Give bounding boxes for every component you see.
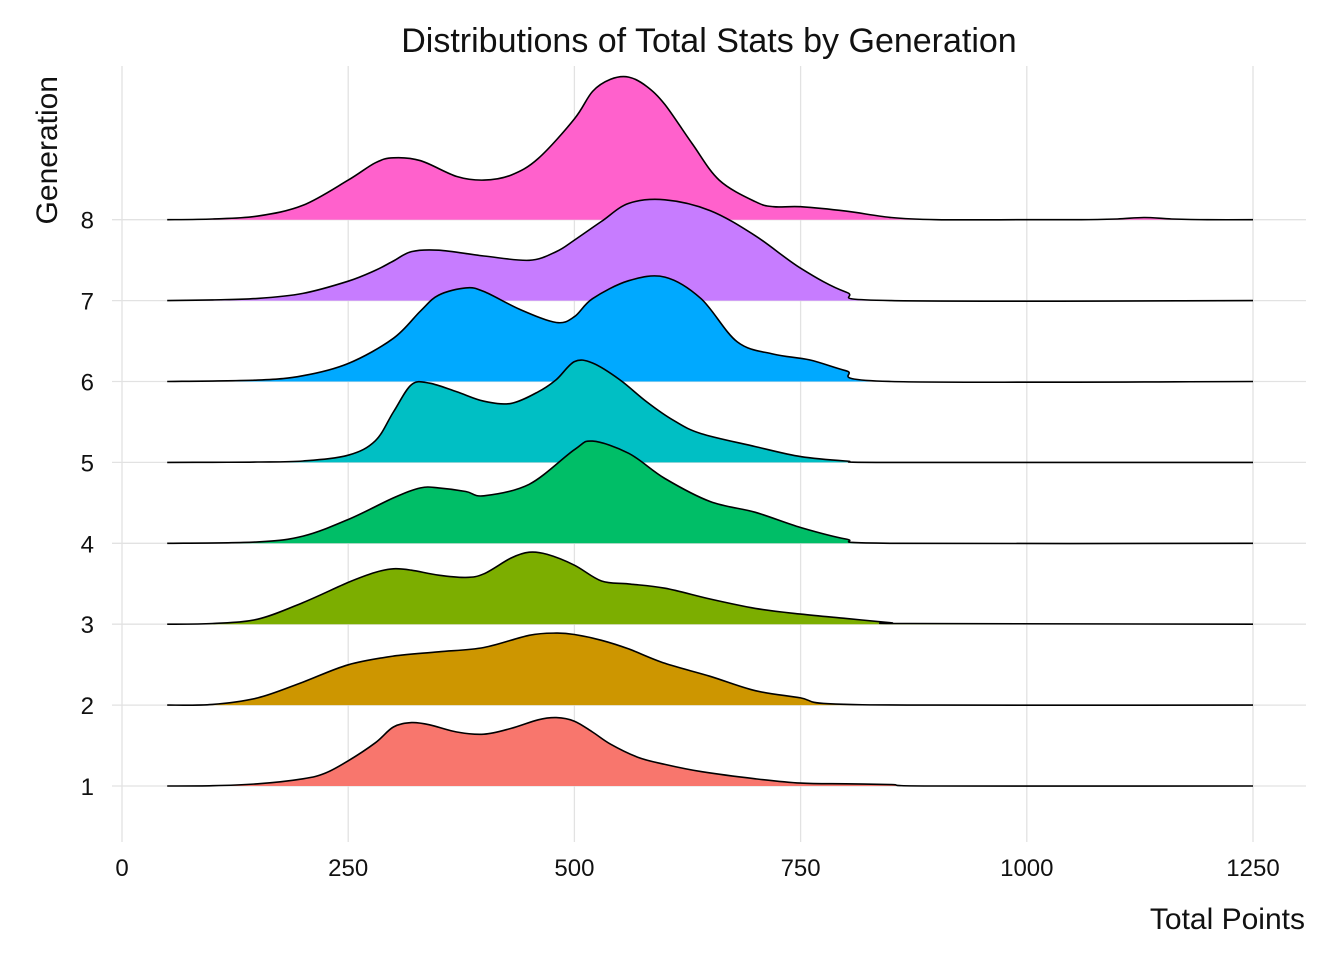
ridge-outline: [167, 359, 1254, 464]
x-tick-label: 0: [115, 855, 128, 882]
y-axis-title: Generation: [31, 76, 64, 224]
y-tick-label: 7: [81, 289, 94, 316]
y-tick-label: 2: [81, 693, 94, 720]
x-axis-title: Total Points: [1150, 903, 1305, 936]
ridge-generation-1: [167, 716, 1254, 787]
y-axis-ticks: 1 2 3 4 5 6 7 8: [81, 208, 94, 801]
y-tick-label: 4: [81, 531, 94, 558]
x-tick-label: 500: [554, 855, 594, 882]
ridge-generation-6: [167, 275, 1254, 384]
ridge-outline: [167, 716, 1254, 787]
x-tick-label: 1000: [1000, 855, 1053, 882]
ridge-generation-5: [167, 359, 1254, 464]
ridge-generation-3: [167, 551, 1254, 625]
ridge-outline: [167, 632, 1254, 706]
ridge-outline: [167, 551, 1254, 625]
ridge-fill: [167, 551, 1254, 625]
ridge-generation-4: [167, 440, 1254, 545]
ridge-generation-2: [167, 632, 1254, 706]
y-tick-label: 5: [81, 450, 94, 477]
y-tick-label: 3: [81, 612, 94, 639]
x-axis-ticks: 0 250 500 750 1000 1250: [115, 855, 1279, 882]
ridge-outline: [167, 440, 1254, 545]
ridge-generation-8: [167, 75, 1254, 221]
ridge-generation-7: [167, 198, 1254, 303]
chart-title: Distributions of Total Stats by Generati…: [401, 22, 1016, 60]
y-tick-label: 1: [81, 774, 94, 801]
ridge-fill: [167, 717, 1254, 787]
ridge-outline: [167, 275, 1254, 384]
ridge-fill: [167, 440, 1254, 544]
ridge-fill: [167, 275, 1254, 383]
x-tick-label: 1250: [1226, 855, 1279, 882]
ridge-fill: [167, 76, 1254, 220]
ridge-fill: [167, 199, 1254, 302]
density-ridges: [167, 75, 1254, 787]
y-tick-label: 6: [81, 370, 94, 397]
y-tick-label: 8: [81, 208, 94, 235]
ridge-outline: [167, 75, 1254, 221]
x-tick-label: 250: [328, 855, 368, 882]
x-tick-label: 750: [781, 855, 821, 882]
ridge-fill: [167, 633, 1254, 706]
ridge-outline: [167, 198, 1254, 303]
